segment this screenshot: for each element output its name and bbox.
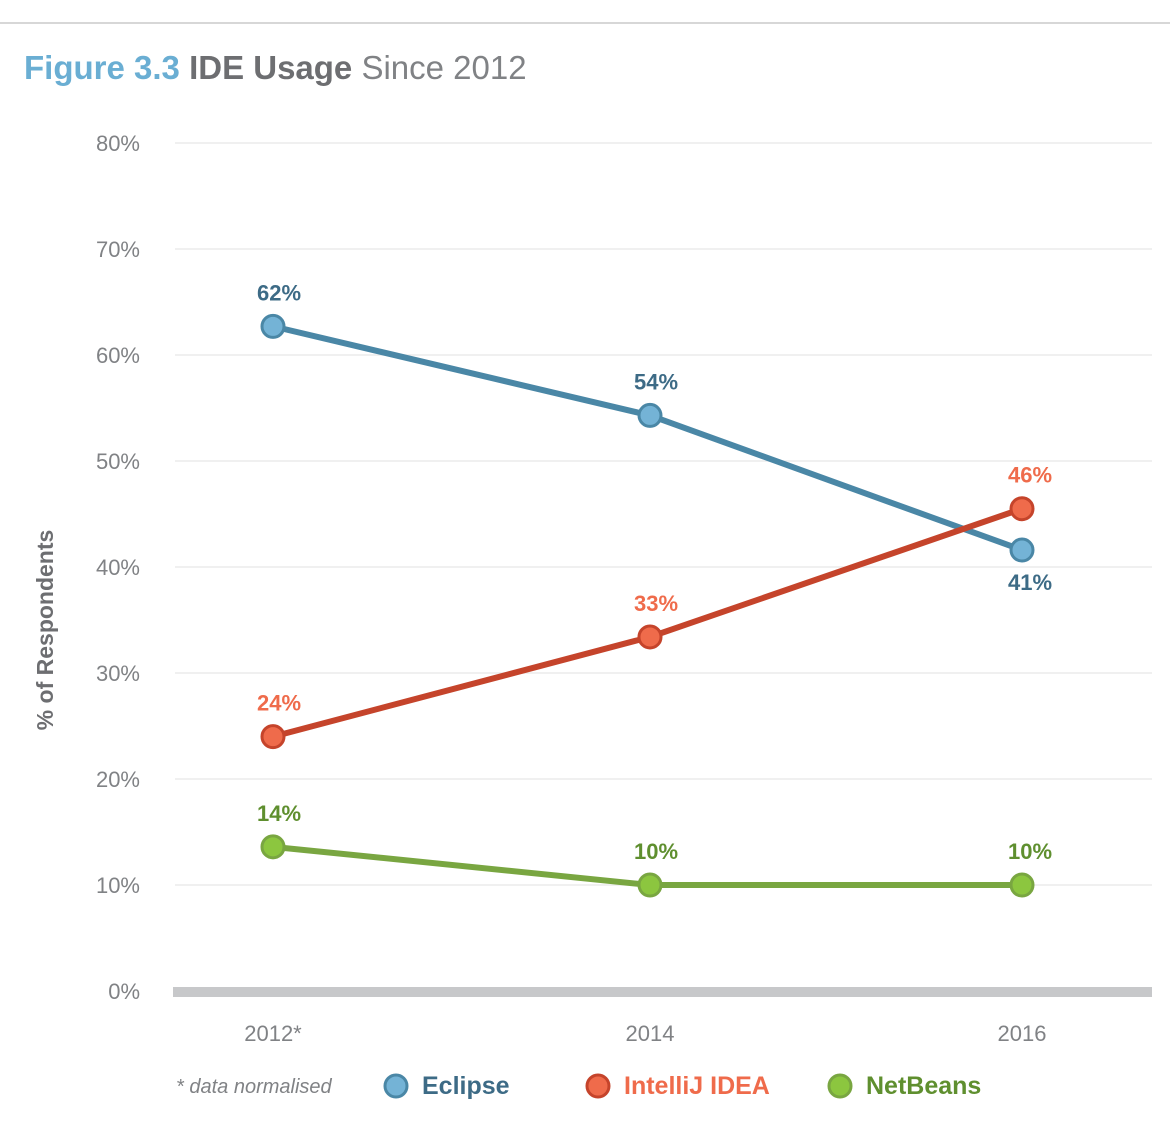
series-group [260, 313, 1035, 898]
y-tick-label: 10% [96, 873, 140, 898]
figure-subtitle: Since 2012 [361, 49, 527, 86]
data-point [1009, 872, 1035, 898]
data-label: 41% [1008, 570, 1052, 595]
data-label: 10% [1008, 839, 1052, 864]
y-tick-label: 40% [96, 555, 140, 580]
x-tick-label: 2012* [244, 1021, 302, 1046]
data-point [637, 624, 663, 650]
data-label: 14% [257, 801, 301, 826]
grid-lines [173, 142, 1152, 997]
legend-label: IntelliJ IDEA [624, 1072, 770, 1100]
data-point [1009, 496, 1035, 522]
data-point [260, 834, 286, 860]
series-line-intellij-idea [270, 505, 1025, 740]
x-axis-ticks: 2012* 2014 2016 [244, 1021, 1046, 1046]
series-line-eclipse [270, 323, 1025, 554]
data-point [260, 313, 286, 339]
x-axis-baseline [173, 987, 1152, 997]
x-tick-label: 2014 [626, 1021, 675, 1046]
y-axis-ticks: 0% 10% 20% 30% 40% 50% 60% 70% 80% [96, 131, 140, 1004]
data-label: 62% [257, 280, 301, 305]
footnote: * data normalised [176, 1076, 333, 1098]
figure-number: Figure 3.3 [24, 49, 180, 86]
figure-name: IDE Usage [189, 49, 353, 86]
data-label: 33% [634, 591, 678, 616]
y-tick-label: 50% [96, 449, 140, 474]
data-labels: 62% 54% 41% 24% 33% 46% 14% 10% 10% [257, 280, 1052, 864]
y-tick-label: 60% [96, 343, 140, 368]
y-tick-label: 80% [96, 131, 140, 156]
y-tick-label: 20% [96, 767, 140, 792]
data-label: 10% [634, 839, 678, 864]
y-tick-label: 70% [96, 237, 140, 262]
data-point [260, 724, 286, 750]
data-label: 54% [634, 369, 678, 394]
legend-label: NetBeans [866, 1072, 981, 1100]
figure-title: Figure 3.3 IDE Usage Since 2012 [24, 48, 527, 88]
x-tick-label: 2016 [998, 1021, 1047, 1046]
y-tick-label: 0% [108, 979, 140, 1004]
data-label: 46% [1008, 463, 1052, 488]
data-label: 24% [257, 691, 301, 716]
legend: Eclipse IntelliJ IDEA NetBeans [383, 1072, 981, 1100]
legend-marker [585, 1073, 611, 1099]
legend-marker [383, 1073, 409, 1099]
data-point [637, 872, 663, 898]
legend-marker [827, 1073, 853, 1099]
data-point [1009, 537, 1035, 563]
top-rule [0, 22, 1170, 24]
data-point [637, 402, 663, 428]
y-axis-label: % of Respondents [32, 530, 58, 731]
y-tick-label: 30% [96, 661, 140, 686]
legend-label: Eclipse [422, 1072, 510, 1100]
